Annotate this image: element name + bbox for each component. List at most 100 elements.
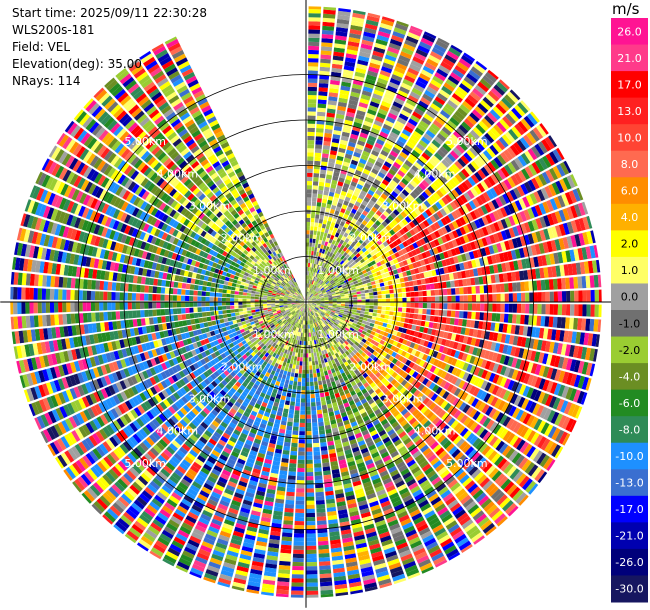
velocity-gate [339,173,346,179]
velocity-gate [444,372,451,381]
velocity-gate [502,323,508,333]
velocity-gate [310,294,314,298]
velocity-gate [511,107,523,120]
velocity-gate [449,201,458,210]
velocity-gate [358,102,369,109]
velocity-gate [369,322,375,327]
velocity-gate [336,295,341,298]
velocity-gate [399,322,405,328]
velocity-gate [305,500,315,505]
velocity-gate [418,246,425,253]
velocity-gate [350,265,355,271]
velocity-gate [462,100,473,111]
velocity-gate [326,318,331,323]
velocity-gate [541,304,546,315]
velocity-gate [409,202,417,210]
velocity-gate [332,175,339,181]
velocity-gate [312,369,317,374]
velocity-gate [324,344,329,350]
velocity-gate [299,340,302,345]
velocity-gate [383,281,389,286]
velocity-gate [536,339,543,351]
velocity-gate [334,366,339,372]
velocity-gate [305,504,315,509]
velocity-gate [398,136,407,144]
velocity-gate [433,479,444,489]
velocity-gate [451,93,463,103]
velocity-gate [372,50,385,58]
velocity-gate [463,430,472,440]
velocity-gate [319,577,332,583]
velocity-gate [440,489,452,499]
velocity-gate [351,129,360,136]
velocity-gate [411,512,423,521]
velocity-gate [530,363,538,374]
velocity-gate [305,582,318,587]
velocity-gate [471,259,477,268]
velocity-gate [346,373,352,380]
velocity-gate [463,152,473,162]
velocity-gate [315,214,320,219]
velocity-gate [309,263,312,268]
velocity-gate [307,336,310,342]
velocity-gate [331,398,337,404]
velocity-gate [441,513,453,523]
velocity-gate [476,155,486,166]
velocity-gate [405,223,413,231]
velocity-gate [368,312,373,316]
velocity-gate [326,498,335,504]
velocity-gate [352,255,358,261]
velocity-gate [447,479,458,489]
velocity-gate [315,282,318,287]
velocity-gate [415,173,424,182]
velocity-gate [434,503,446,513]
velocity-gate [342,479,352,485]
velocity-gate [366,329,372,334]
velocity-gate [321,240,326,246]
velocity-gate [321,29,334,35]
velocity-gate [409,236,416,244]
velocity-gate [364,206,371,213]
velocity-gate [397,58,409,67]
velocity-gate [339,408,346,414]
velocity-gate [527,233,535,245]
velocity-gate [392,499,403,508]
velocity-gate [383,380,390,387]
velocity-gate [496,81,508,93]
velocity-gate [346,234,352,240]
velocity-gate [314,281,318,286]
velocity-gate [427,391,435,399]
velocity-gate [312,430,319,436]
velocity-gate [315,483,324,489]
velocity-gate [359,132,368,139]
velocity-gate [344,553,357,560]
velocity-gate [405,231,413,238]
velocity-gate [463,311,468,319]
velocity-gate [512,437,523,449]
velocity-gate [380,193,388,200]
velocity-gate [294,373,299,378]
velocity-gate [528,401,537,414]
velocity-gate [373,481,383,489]
velocity-gate [400,419,408,427]
velocity-gate [574,234,581,247]
velocity-gate [316,283,320,288]
velocity-gate [424,62,437,71]
velocity-gate [361,302,366,306]
velocity-gate [320,287,324,291]
velocity-gate [311,304,316,307]
velocity-gate [533,191,542,203]
velocity-gate [353,397,360,404]
velocity-gate [330,419,337,425]
velocity-gate [397,483,407,492]
velocity-gate [392,410,400,418]
velocity-gate [311,323,314,328]
velocity-gate [329,252,333,258]
velocity-gate [360,229,367,236]
velocity-gate [359,341,365,346]
velocity-gate [308,287,310,292]
velocity-gate [402,129,412,137]
velocity-gate [355,346,361,352]
velocity-gate [306,287,308,292]
velocity-gate [421,566,435,576]
